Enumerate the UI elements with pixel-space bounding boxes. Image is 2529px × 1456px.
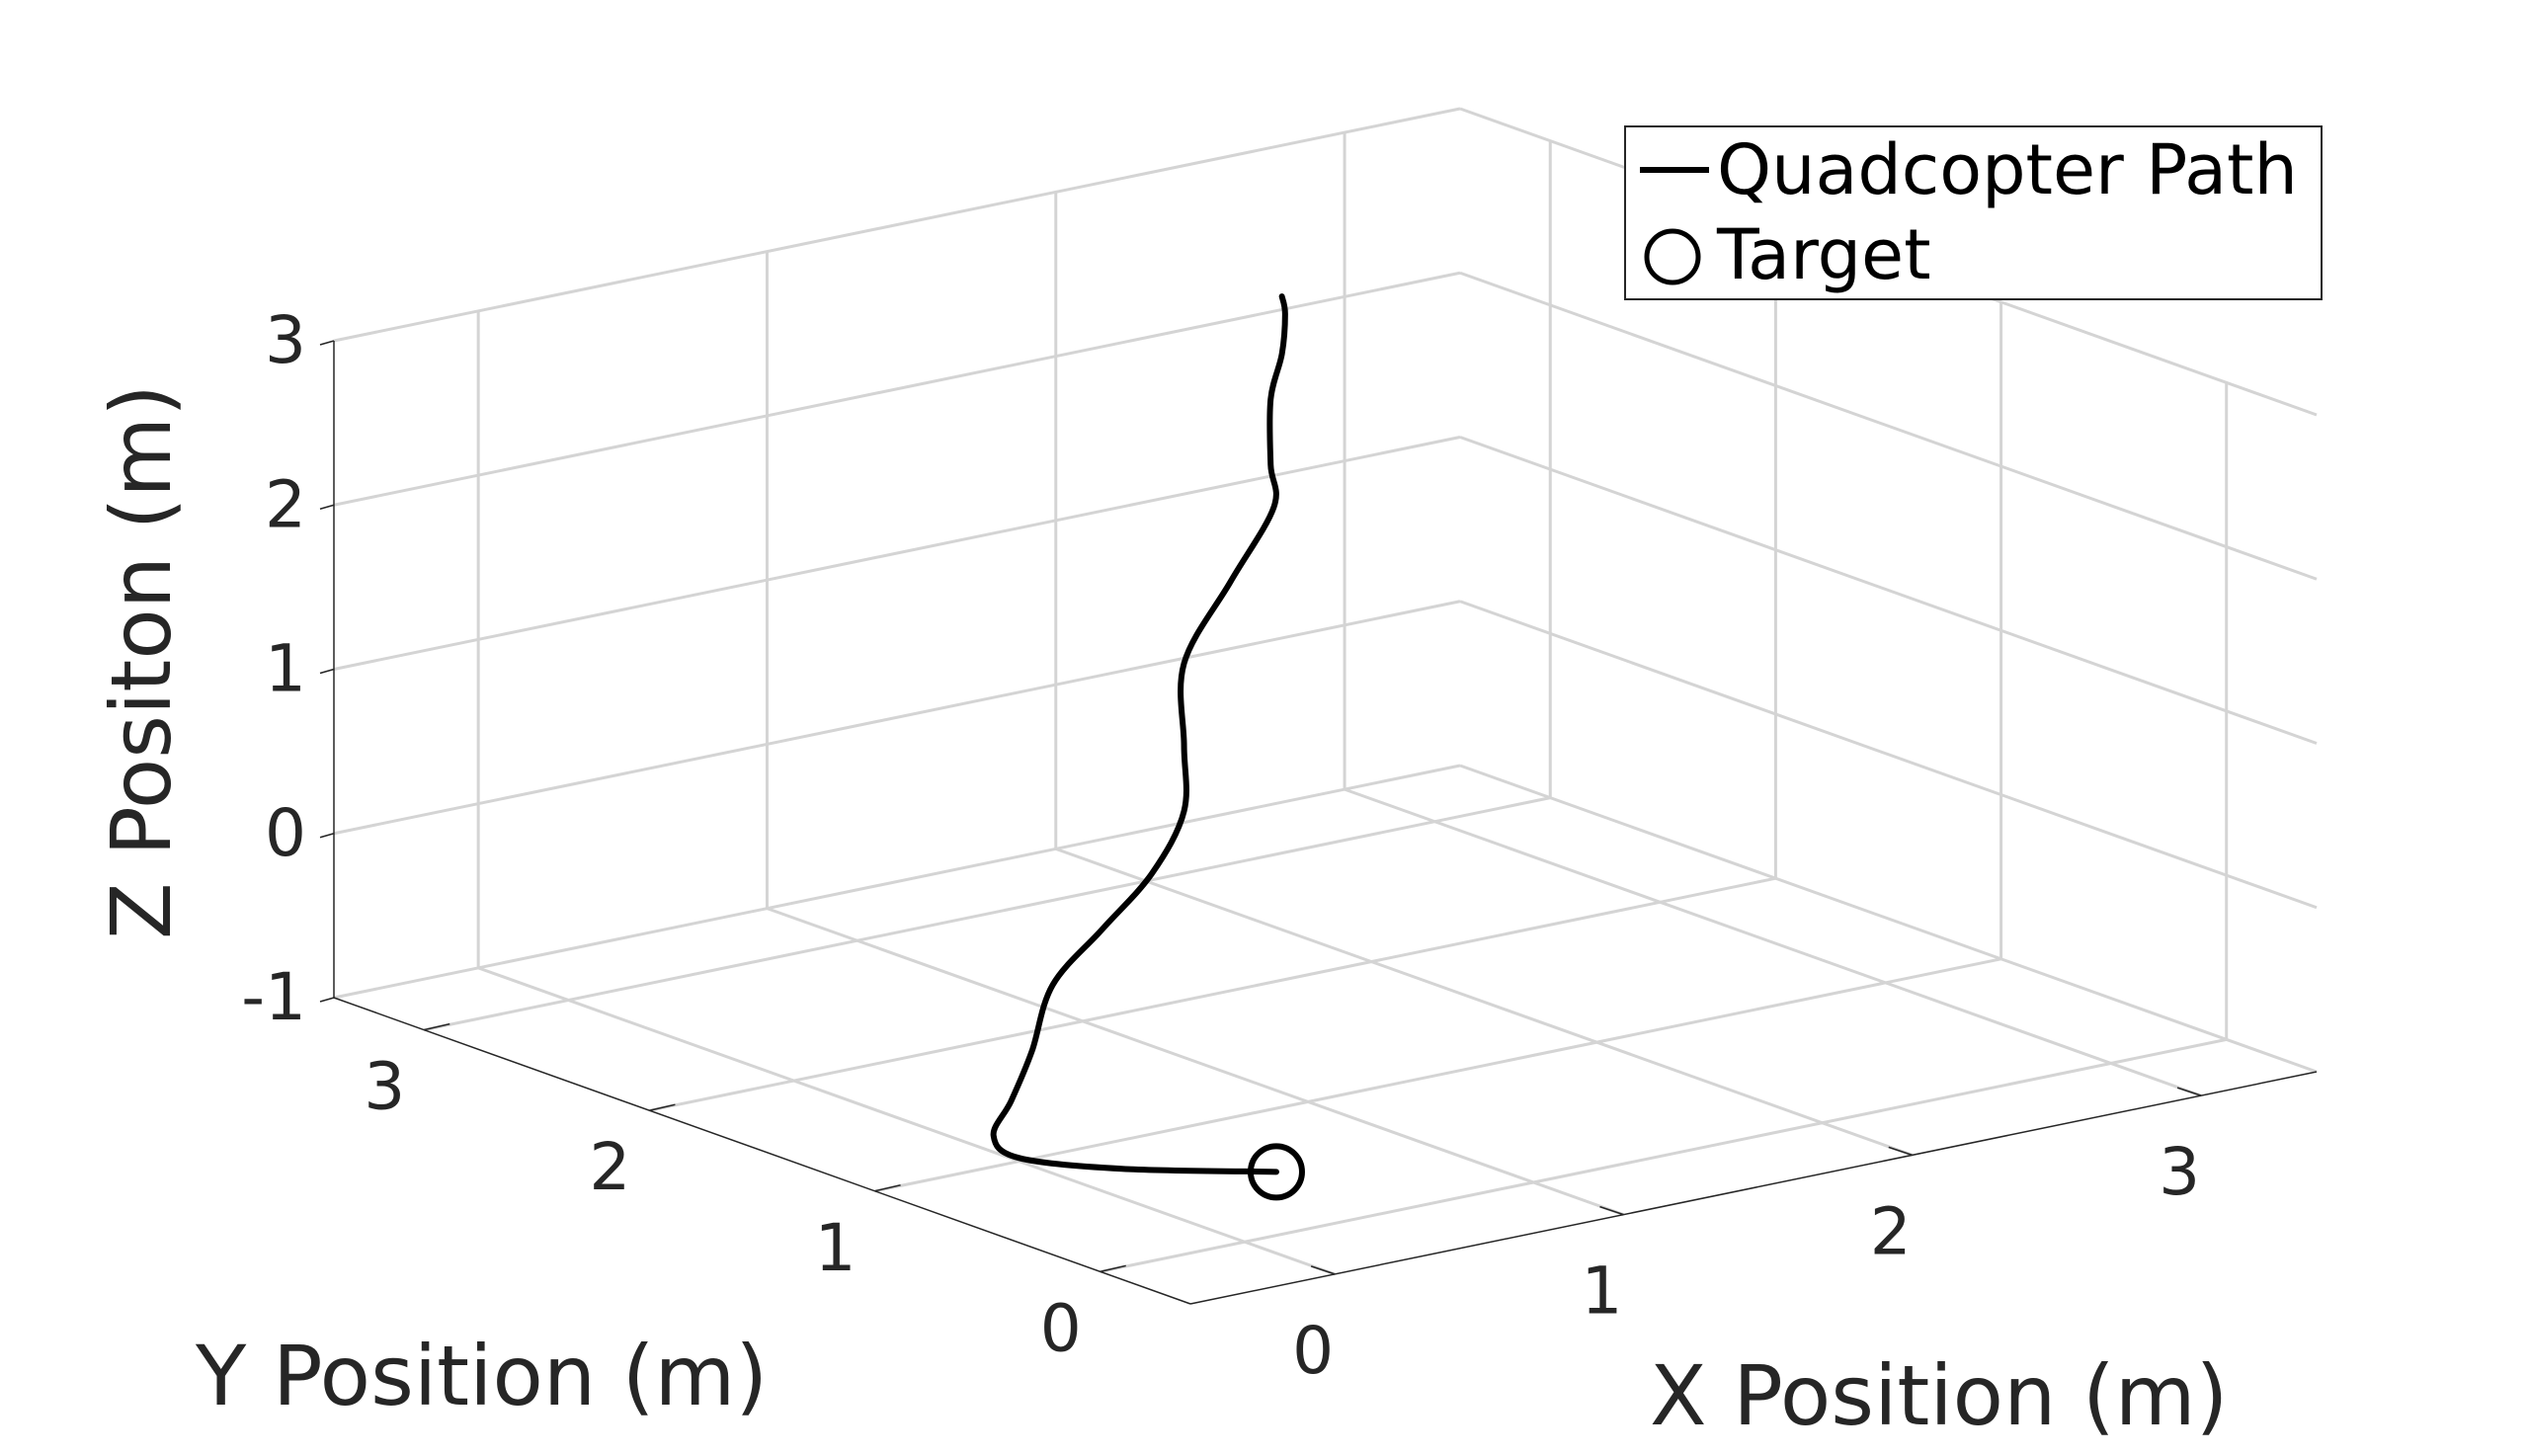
y-tick-mark [874, 1184, 901, 1192]
legend-target-swatch [1644, 228, 1701, 285]
legend-target-label: Target [1716, 214, 1931, 295]
z-tick-label: -1 [241, 959, 306, 1035]
axes [319, 340, 2318, 1305]
grid-line-back-z [333, 436, 1461, 671]
grid-line-floor-x [766, 907, 1624, 1217]
grid-line-floor-y [423, 796, 1551, 1032]
y-tick-label: 2 [589, 1129, 630, 1205]
grid-line-floor-y [649, 876, 1776, 1112]
grid-line-back-z [333, 600, 1461, 836]
y-tick-label: 3 [364, 1049, 405, 1125]
x-axis-label: X Position (m) [1650, 1347, 2228, 1444]
y-tick-mark [424, 1022, 450, 1031]
legend: Quadcopter Path Target [1624, 125, 2323, 300]
x-tick-label: 2 [1870, 1193, 1912, 1269]
z-tick-mark [319, 997, 335, 1003]
grid-line-right-z [1459, 271, 2318, 581]
x-tick-mark [1888, 1146, 1914, 1157]
grid-line-floor-x [1055, 847, 1914, 1157]
z-tick-mark [319, 504, 335, 510]
grid-line-back-z [333, 271, 1461, 507]
grid-line-floor-x [1344, 787, 2202, 1097]
y-tick-mark [1100, 1264, 1126, 1273]
grid-line-floor-y [1100, 1037, 2228, 1273]
legend-box [1624, 125, 2323, 300]
tick-labels: 0 1 2 3 0 1 2 3 -1 0 1 2 3 [241, 302, 2200, 1389]
grid-line-floor-x [477, 966, 1336, 1276]
z-axis-label: Z Positon (m) [93, 384, 190, 939]
x-tick-label: 1 [1581, 1254, 1622, 1330]
grid-line-right-z [1459, 600, 2318, 910]
x-tick-mark [2176, 1087, 2202, 1096]
z-tick-label: 1 [265, 631, 306, 707]
legend-path-label: Quadcopter Path [1717, 129, 2298, 210]
y-tick-label: 0 [1040, 1290, 1082, 1366]
y-axis-label: Y Position (m) [195, 1328, 768, 1424]
y-tick-label: 1 [815, 1210, 857, 1286]
grid-line-floor-y [874, 957, 2001, 1193]
grid-line-right-z [1459, 436, 2318, 745]
plot-data [990, 293, 1305, 1201]
target-marker [1247, 1143, 1305, 1201]
x-tick-label: 3 [2159, 1134, 2200, 1210]
grid-line-back-z [333, 764, 1461, 1000]
y-axis-line [333, 997, 1191, 1305]
z-tick-label: 2 [265, 466, 306, 542]
y-tick-mark [649, 1103, 676, 1111]
x-axis-line [1189, 1071, 2318, 1305]
z-tick-mark [319, 668, 335, 675]
grid-line-back-z [333, 107, 1461, 343]
quadcopter-path-line [990, 293, 1288, 1175]
grid-lines [333, 107, 2318, 1276]
z-tick-label: 0 [265, 795, 306, 871]
x-tick-mark [1310, 1265, 1336, 1275]
grid-line-right-z [1459, 764, 2318, 1074]
z-tick-label: 3 [265, 302, 306, 378]
z-tick-mark [319, 340, 335, 346]
z-tick-mark [319, 833, 335, 839]
x-tick-label: 0 [1292, 1313, 1334, 1389]
x-tick-mark [1599, 1205, 1624, 1216]
